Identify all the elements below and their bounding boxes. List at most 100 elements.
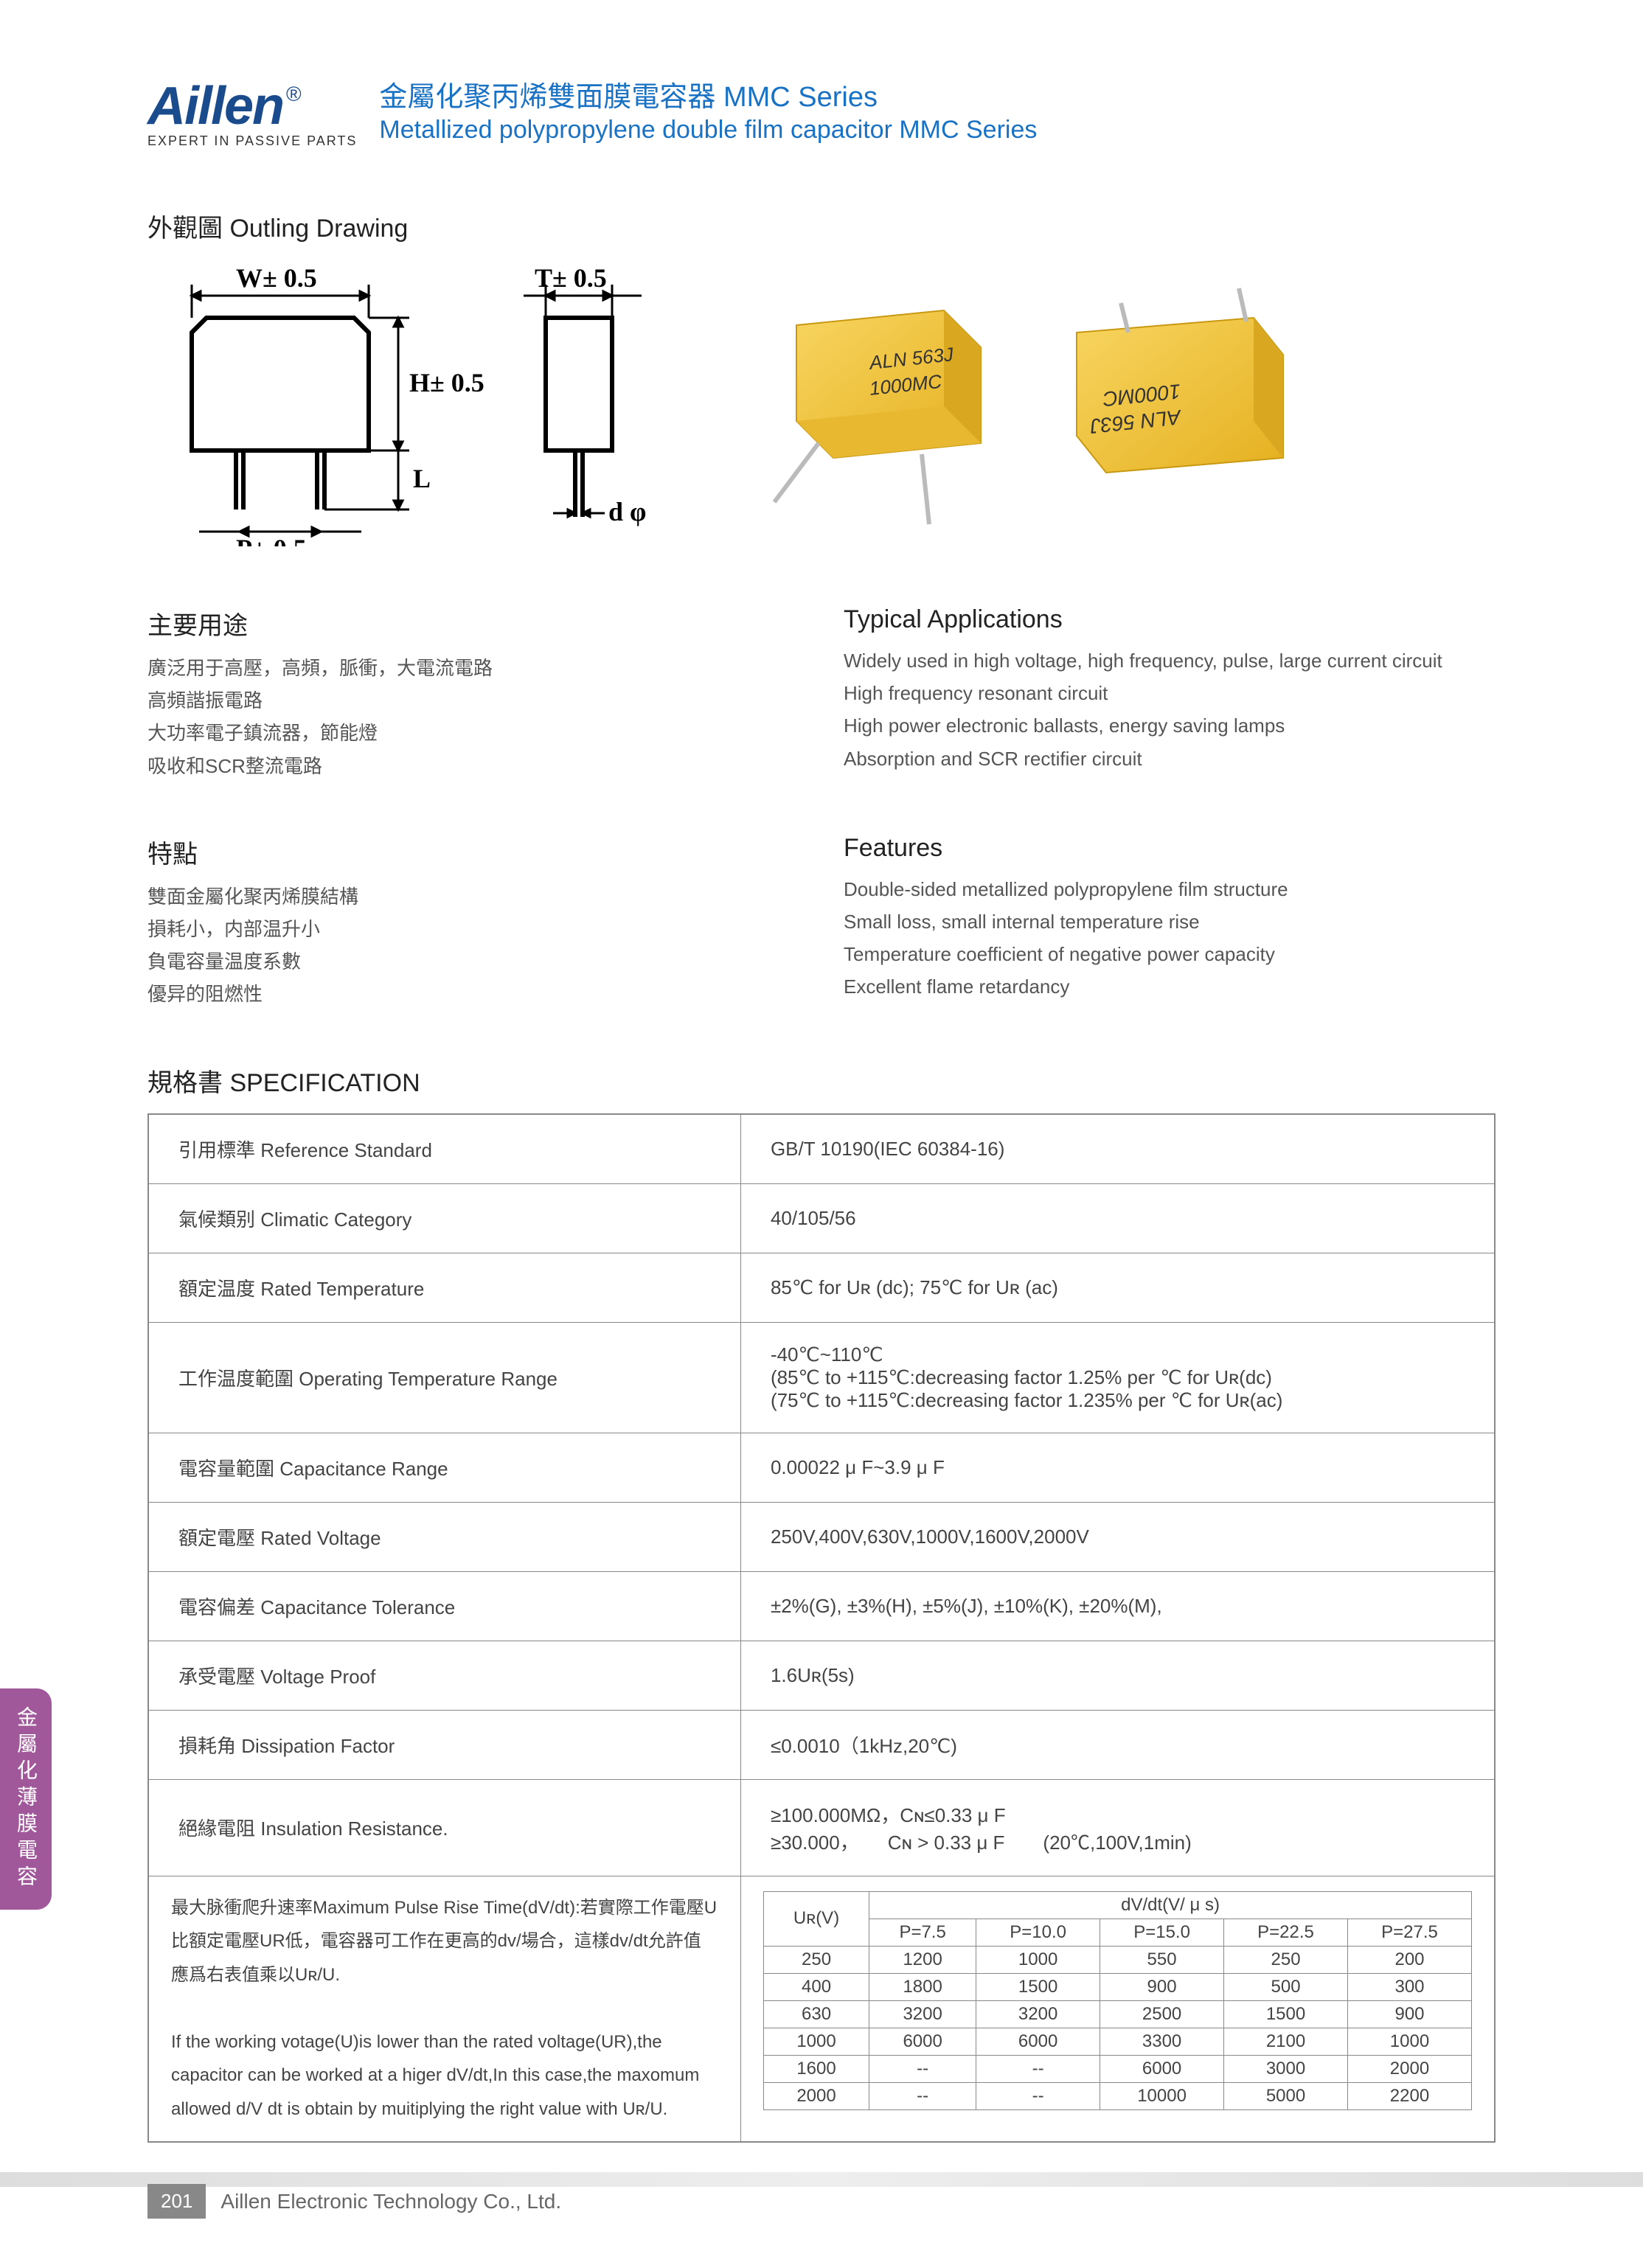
feat-en-3: Excellent flame retardancy	[844, 970, 1496, 1003]
footer-gradient	[0, 2172, 1643, 2187]
spec-value: ±2%(G), ±3%(H), ±5%(J), ±10%(K), ±20%(M)…	[740, 1571, 1495, 1641]
spec-value: 1.6Uʀ(5s)	[740, 1641, 1495, 1710]
spec-label: 引用標準 Reference Standard	[148, 1114, 740, 1184]
spec-row: 絕緣電阻 Insulation Resistance.≥100.000MΩ，Cɴ…	[148, 1779, 1495, 1876]
uses-en-2: High power electronic ballasts, energy s…	[844, 709, 1496, 742]
spec-title: 規格書 SPECIFICATION	[147, 1062, 1496, 1099]
title-en: Metallized polypropylene double film cap…	[379, 116, 1037, 145]
features-en: Features Double-sided metallized polypro…	[844, 834, 1496, 1011]
page-number: 201	[147, 2184, 206, 2219]
pulse-col-header: P=27.5	[1348, 1919, 1472, 1946]
pulse-data-row: 40018001500900500300	[763, 1973, 1471, 2000]
uses-en: Typical Applications Widely used in high…	[844, 605, 1496, 782]
feat-en-2: Temperature coefficient of negative powe…	[844, 938, 1496, 970]
uses-cn: 主要用途 廣泛用于高壓，高頻，脈衝，大電流電路 高頻諧振電路 大功率電子鎮流器，…	[147, 605, 799, 782]
feat-en-1: Small loss, small internal temperature r…	[844, 905, 1496, 938]
pulse-value-cell: 6000	[869, 2028, 976, 2055]
spec-row: 氣候類别 Climatic Category40/105/56	[148, 1183, 1495, 1253]
header: Aillen® EXPERT IN PASSIVE PARTS 金屬化聚丙烯雙面…	[147, 74, 1496, 149]
pulse-value-cell: 500	[1224, 1973, 1348, 2000]
spec-value: -40℃~110℃(85℃ to +115℃:decreasing factor…	[740, 1322, 1495, 1433]
logo-subtitle: EXPERT IN PASSIVE PARTS	[147, 133, 357, 149]
pulse-data-row: 1600----600030002000	[763, 2055, 1471, 2082]
spec-label: 損耗角 Dissipation Factor	[148, 1710, 740, 1779]
pulse-row: 最大脉衝爬升速率Maximum Pulse Rise Time(dV/dt):若…	[148, 1876, 1495, 2142]
pulse-value-cell: 1500	[1224, 2000, 1348, 2028]
pulse-ur-cell: 2000	[763, 2082, 869, 2109]
spec-label: 電容量範圍 Capacitance Range	[148, 1433, 740, 1502]
uses-cn-0: 廣泛用于高壓，高頻，脈衝，大電流電路	[147, 652, 799, 684]
spec-row: 引用標準 Reference StandardGB/T 10190(IEC 60…	[148, 1114, 1495, 1184]
pulse-ur-cell: 1600	[763, 2055, 869, 2082]
pulse-value-cell: --	[869, 2055, 976, 2082]
pulse-value-cell: 250	[1224, 1946, 1348, 1973]
pulse-value-cell: 3000	[1224, 2055, 1348, 2082]
feat-cn-0: 雙面金屬化聚丙烯膜結構	[147, 880, 799, 913]
spec-value: 0.00022 μ F~3.9 μ F	[740, 1433, 1495, 1502]
spec-value: ≤0.0010（1kHz,20℃)	[740, 1710, 1495, 1779]
pulse-value-cell: 900	[1348, 2000, 1472, 2028]
pulse-ur-cell: 400	[763, 1973, 869, 2000]
pulse-ur-cell: 630	[763, 2000, 869, 2028]
pulse-col-header: P=10.0	[976, 1919, 1100, 1946]
pulse-value-cell: 1500	[976, 1973, 1100, 2000]
pulse-data-row: 100060006000330021001000	[763, 2028, 1471, 2055]
spec-label: 承受電壓 Voltage Proof	[148, 1641, 740, 1710]
dim-P: P± 0.5	[236, 534, 307, 546]
pulse-top-header: dV/dt(V/ μ s)	[869, 1891, 1472, 1919]
pulse-table: Uʀ(V) dV/dt(V/ μ s) P=7.5P=10.0P=15.0P=2…	[763, 1891, 1472, 2110]
spec-row: 損耗角 Dissipation Factor≤0.0010（1kHz,20℃)	[148, 1710, 1495, 1779]
spec-value: 85℃ for Uʀ (dc); 75℃ for Uʀ (ac)	[740, 1253, 1495, 1322]
pulse-col-header: P=7.5	[869, 1919, 976, 1946]
features-cn: 特點 雙面金屬化聚丙烯膜結構 損耗小，内部温升小 負電容量温度系數 優异的阻燃性	[147, 834, 799, 1011]
side-tab: 金屬化薄膜電容	[0, 1688, 52, 1910]
uses-en-0: Widely used in high voltage, high freque…	[844, 644, 1496, 677]
pulse-value-cell: 1000	[976, 1946, 1100, 1973]
uses-cn-1: 高頻諧振電路	[147, 684, 799, 717]
pulse-ur-cell: 1000	[763, 2028, 869, 2055]
footer: 201 Aillen Electronic Technology Co., Lt…	[147, 2180, 1496, 2224]
pulse-value-cell: 2000	[1348, 2055, 1472, 2082]
spec-row: 承受電壓 Voltage Proof1.6Uʀ(5s)	[148, 1641, 1495, 1710]
pulse-table-cell: Uʀ(V) dV/dt(V/ μ s) P=7.5P=10.0P=15.0P=2…	[740, 1876, 1495, 2142]
pulse-col-header: P=15.0	[1100, 1919, 1224, 1946]
spec-row: 電容量範圍 Capacitance Range0.00022 μ F~3.9 μ…	[148, 1433, 1495, 1502]
spec-row: 工作温度範圍 Operating Temperature Range-40℃~1…	[148, 1322, 1495, 1433]
pulse-value-cell: 2200	[1348, 2082, 1472, 2109]
feat-cn-3: 優异的阻燃性	[147, 978, 799, 1010]
pulse-value-cell: 6000	[1100, 2055, 1224, 2082]
pulse-value-cell: 6000	[976, 2028, 1100, 2055]
pulse-value-cell: 1200	[869, 1946, 976, 1973]
spec-label: 工作温度範圍 Operating Temperature Range	[148, 1322, 740, 1433]
feat-cn-2: 負電容量温度系數	[147, 945, 799, 978]
footer-text: Aillen Electronic Technology Co., Ltd.	[220, 2190, 561, 2213]
spec-label: 氣候類别 Climatic Category	[148, 1183, 740, 1253]
pulse-value-cell: --	[976, 2082, 1100, 2109]
pulse-value-cell: --	[976, 2055, 1100, 2082]
dim-W: W± 0.5	[236, 266, 317, 293]
uses-heading-cn: 主要用途	[147, 605, 799, 641]
spec-row: 額定電壓 Rated Voltage250V,400V,630V,1000V,1…	[148, 1502, 1495, 1571]
spec-label: 額定電壓 Rated Voltage	[148, 1502, 740, 1571]
pulse-value-cell: 5000	[1224, 2082, 1348, 2109]
title-cn: 金屬化聚丙烯雙面膜電容器 MMC Series	[379, 74, 1037, 114]
pulse-value-cell: 1800	[869, 1973, 976, 2000]
pulse-data-row: 2000----1000050002200	[763, 2082, 1471, 2109]
features-heading-cn: 特點	[147, 834, 799, 870]
uses-cn-3: 吸收和SCR整流電路	[147, 750, 799, 782]
feat-cn-1: 損耗小，内部温升小	[147, 913, 799, 945]
pulse-value-cell: 3200	[976, 2000, 1100, 2028]
spec-value: GB/T 10190(IEC 60384-16)	[740, 1114, 1495, 1184]
uses-heading-en: Typical Applications	[844, 605, 1496, 634]
outline-drawing: W± 0.5 H± 0.5 L	[147, 266, 664, 546]
pulse-value-cell: 200	[1348, 1946, 1472, 1973]
pulse-data-row: 25012001000550250200	[763, 1946, 1471, 1973]
spec-row: 額定温度 Rated Temperature85℃ for Uʀ (dc); 7…	[148, 1253, 1495, 1322]
outline-title: 外觀圖 Outling Drawing	[147, 208, 1496, 244]
pulse-value-cell: 300	[1348, 1973, 1472, 2000]
title-block: 金屬化聚丙烯雙面膜電容器 MMC Series Metallized polyp…	[379, 74, 1037, 145]
pulse-value-cell: 1000	[1348, 2028, 1472, 2055]
dim-d: d φ	[608, 497, 647, 526]
pulse-value-cell: --	[869, 2082, 976, 2109]
uses-en-1: High frequency resonant circuit	[844, 677, 1496, 709]
